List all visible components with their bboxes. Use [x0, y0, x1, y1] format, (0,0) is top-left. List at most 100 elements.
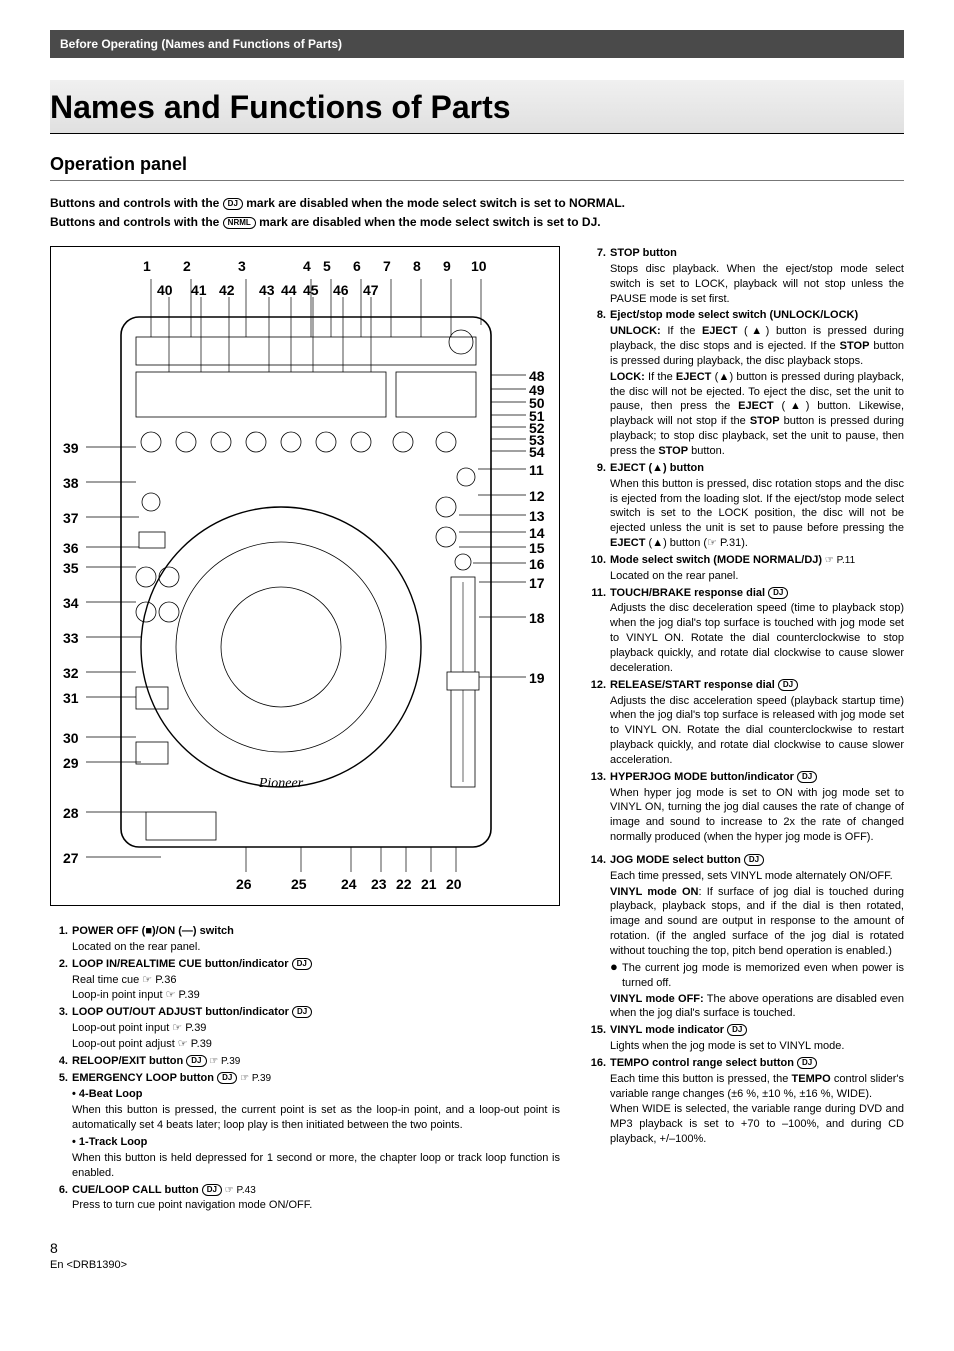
- item-title: STOP button: [610, 247, 677, 259]
- diagram-callout: 34: [63, 594, 79, 613]
- item-line: Loop-out point input ☞ P.39: [72, 1021, 560, 1036]
- item-para: UNLOCK: If the EJECT (▲) button is press…: [610, 324, 904, 369]
- item-para: Located on the rear panel.: [610, 569, 904, 584]
- diagram-callout: 11: [529, 461, 544, 480]
- dj-mark-icon: DJ: [797, 1057, 817, 1069]
- diagram-callout: 8: [413, 257, 421, 276]
- dj-mark-icon: DJ: [797, 771, 817, 783]
- item-title: JOG MODE select button: [610, 854, 741, 866]
- item-number: 5.: [50, 1071, 72, 1181]
- diagram-callout: 17: [529, 574, 545, 593]
- diagram-callout: 1: [143, 257, 151, 276]
- item-para: Lights when the jog mode is set to VINYL…: [610, 1039, 904, 1054]
- list-item: 5.EMERGENCY LOOP button DJ ☞ P.39• 4-Bea…: [50, 1071, 560, 1181]
- item-line: Press to turn cue point navigation mode …: [72, 1198, 560, 1213]
- item-number: 9.: [588, 461, 610, 551]
- diagram-callout: 28: [63, 804, 79, 823]
- left-item-list: 1.POWER OFF (■)/ON (—) switch Located on …: [50, 924, 560, 1213]
- item-number: 14.: [588, 853, 610, 1021]
- list-item: 10.Mode select switch (MODE NORMAL/DJ) ☞…: [588, 553, 904, 584]
- diagram-callout: 41: [191, 281, 207, 300]
- list-item: 12.RELEASE/START response dial DJAdjusts…: [588, 678, 904, 768]
- list-item: 3.LOOP OUT/OUT ADJUST button/indicator D…: [50, 1005, 560, 1052]
- list-item: 14.JOG MODE select button DJEach time pr…: [588, 853, 904, 1021]
- diagram-callout: 33: [63, 629, 79, 648]
- diagram-callout: 35: [63, 559, 79, 578]
- item-para: Stops disc playback. When the eject/stop…: [610, 262, 904, 307]
- item-para: VINYL mode ON: If surface of jog dial is…: [610, 885, 904, 959]
- item-number: 16.: [588, 1056, 610, 1147]
- item-title: CUE/LOOP CALL button: [72, 1184, 199, 1196]
- list-item: 4.RELOOP/EXIT button DJ ☞ P.39: [50, 1054, 560, 1069]
- item-number: 10.: [588, 553, 610, 584]
- intro-line1-b: mark are disabled when the mode select s…: [246, 196, 625, 210]
- item-bullet-head: • 4-Beat Loop: [72, 1087, 560, 1102]
- diagram-callout: 42: [219, 281, 235, 300]
- diagram-callout: 6: [353, 257, 361, 276]
- intro-line2-b: mark are disabled when the mode select s…: [259, 215, 600, 229]
- item-line: Located on the rear panel.: [72, 940, 560, 955]
- diagram-callout: 54: [529, 443, 545, 462]
- item-line: Loop-out point adjust ☞ P.39: [72, 1037, 560, 1052]
- item-number: 15.: [588, 1023, 610, 1054]
- item-number: 6.: [50, 1183, 72, 1214]
- diagram-callout: 39: [63, 439, 79, 458]
- dj-mark-icon: DJ: [778, 679, 798, 691]
- list-item: 1.POWER OFF (■)/ON (—) switch Located on …: [50, 924, 560, 955]
- item-number: 8.: [588, 308, 610, 458]
- item-para: LOCK: If the EJECT (▲) button is pressed…: [610, 370, 904, 459]
- page-ref: ☞ P.11: [822, 555, 855, 566]
- page-ref: ☞ P.39: [207, 1056, 241, 1067]
- diagram-callout: 12: [529, 487, 545, 506]
- list-item: 8.Eject/stop mode select switch (UNLOCK/…: [588, 308, 904, 458]
- diagram-callout: 9: [443, 257, 451, 276]
- page-number: 8: [50, 1239, 904, 1258]
- item-line: Loop-in point input ☞ P.39: [72, 988, 560, 1003]
- diagram-callout: 43: [259, 281, 275, 300]
- dj-mark-icon: DJ: [292, 1006, 312, 1018]
- diagram-callout: 4: [303, 257, 311, 276]
- diagram-callout: 24: [341, 875, 357, 894]
- breadcrumb-header: Before Operating (Names and Functions of…: [50, 30, 904, 58]
- diagram-callout: 19: [529, 669, 545, 688]
- item-para: Adjusts the disc acceleration speed (pla…: [610, 694, 904, 768]
- item-title: TEMPO control range select button: [610, 1057, 794, 1069]
- item-para: When hyper jog mode is set to ON with jo…: [610, 786, 904, 845]
- list-item: 2.LOOP IN/REALTIME CUE button/indicator …: [50, 957, 560, 1004]
- item-para: When WIDE is selected, the variable rang…: [610, 1102, 904, 1147]
- diagram-callout: 44: [281, 281, 297, 300]
- intro-block: Buttons and controls with the DJ mark ar…: [50, 195, 904, 230]
- page-footer: 8 En <DRB1390>: [50, 1239, 904, 1273]
- item-line: Real time cue ☞ P.36: [72, 973, 560, 988]
- brand-label: Pioneer: [258, 776, 304, 791]
- diagram-callout: 5: [323, 257, 331, 276]
- list-item: 11.TOUCH/BRAKE response dial DJAdjusts t…: [588, 586, 904, 676]
- diagram-callout: 16: [529, 555, 545, 574]
- item-para: VINYL mode OFF: The above operations are…: [610, 992, 904, 1022]
- item-bullet-text: When this button is held depressed for 1…: [72, 1151, 560, 1181]
- diagram-callout: 18: [529, 609, 545, 628]
- item-number: 2.: [50, 957, 72, 1004]
- item-number: 4.: [50, 1054, 72, 1069]
- dj-mark-icon: DJ: [768, 587, 788, 599]
- nrml-mark-icon: NRML: [223, 217, 256, 229]
- list-item: 7.STOP buttonStops disc playback. When t…: [588, 246, 904, 306]
- item-title: TOUCH/BRAKE response dial: [610, 587, 765, 599]
- diagram-callout: 38: [63, 474, 79, 493]
- dj-mark-icon: DJ: [186, 1055, 206, 1067]
- list-item: 16.TEMPO control range select button DJE…: [588, 1056, 904, 1147]
- dj-mark-icon: DJ: [727, 1024, 747, 1036]
- diagram-callout: 36: [63, 539, 79, 558]
- list-item: 9.EJECT (▲) buttonWhen this button is pr…: [588, 461, 904, 551]
- operation-panel-diagram: Pioneer: [50, 246, 560, 906]
- diagram-callout: 32: [63, 664, 79, 683]
- item-para: Adjusts the disc deceleration speed (tim…: [610, 601, 904, 675]
- diagram-callout: 30: [63, 729, 79, 748]
- doc-id: En <DRB1390>: [50, 1258, 904, 1273]
- item-number: 1.: [50, 924, 72, 955]
- diagram-callout: 37: [63, 509, 79, 528]
- item-title: POWER OFF (■)/ON (—) switch: [72, 925, 234, 937]
- diagram-callout: 21: [421, 875, 437, 894]
- item-number: 13.: [588, 770, 610, 845]
- item-title: Eject/stop mode select switch (UNLOCK/LO…: [610, 309, 858, 321]
